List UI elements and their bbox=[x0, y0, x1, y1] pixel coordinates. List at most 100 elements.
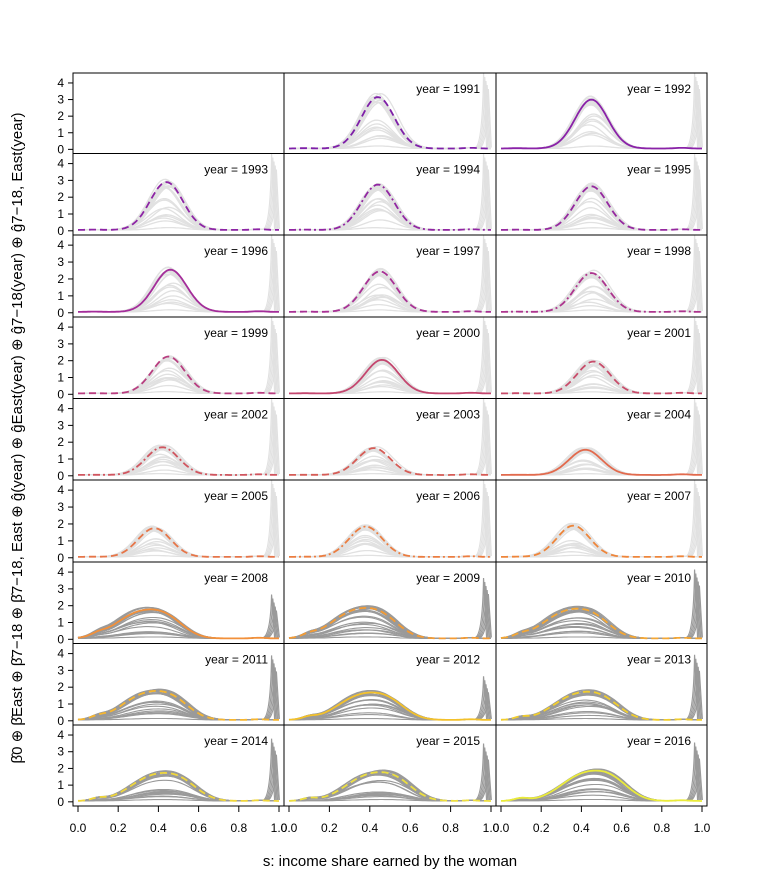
edge-spike bbox=[476, 76, 489, 149]
y-tick-label: 3 bbox=[57, 93, 64, 107]
y-axis-title: β̂0 ⊕ β̂East ⊕ β̂7−18 ⊕ β̂7−18, East ⊕ ĝ… bbox=[9, 112, 26, 763]
edge-spike bbox=[475, 676, 488, 720]
bootstrap-curve bbox=[500, 771, 702, 802]
panel-label: year = 1999 bbox=[204, 326, 268, 340]
x-tick-label: 0.0 bbox=[70, 821, 87, 835]
estimate-curve-2007 bbox=[501, 524, 702, 558]
bootstrap-curve bbox=[501, 197, 702, 231]
edge-spike bbox=[687, 746, 700, 801]
y-tick-label: 1 bbox=[57, 452, 64, 466]
edge-spike bbox=[689, 754, 702, 801]
edge-spike bbox=[688, 750, 701, 801]
edge-spike bbox=[263, 655, 276, 720]
edge-spike bbox=[268, 610, 280, 639]
edge-spike bbox=[478, 84, 491, 149]
y-tick-label: 1 bbox=[57, 534, 64, 548]
edge-spike bbox=[689, 491, 702, 557]
edge-spike bbox=[690, 88, 703, 149]
estimate-curve-1996 bbox=[78, 268, 279, 313]
y-tick-label: 3 bbox=[57, 582, 64, 596]
x-tick-label: 0.8 bbox=[230, 821, 247, 835]
panel-label: year = 2015 bbox=[416, 734, 480, 748]
edge-spike bbox=[687, 658, 700, 720]
y-tick-label: 4 bbox=[57, 647, 64, 661]
edge-spike bbox=[476, 238, 489, 312]
panel-label: year = 2000 bbox=[416, 326, 480, 340]
edge-spike bbox=[264, 157, 277, 230]
bootstrap-curve bbox=[78, 359, 279, 395]
edge-spike bbox=[686, 742, 699, 801]
panel-label: year = 1997 bbox=[416, 244, 480, 258]
bootstrap-curve bbox=[78, 284, 279, 313]
panel-label: year = 2014 bbox=[204, 734, 268, 748]
bootstrap-curve bbox=[289, 208, 491, 231]
bootstrap-curve bbox=[501, 95, 702, 150]
edge-spike bbox=[477, 684, 490, 720]
edge-spike bbox=[266, 165, 279, 230]
panel-label: year = 2003 bbox=[416, 408, 480, 422]
panel-2011: year = 2011 bbox=[72, 643, 285, 726]
y-tick-label: 1 bbox=[57, 697, 64, 711]
panel-2013: year = 2013 bbox=[495, 643, 708, 726]
panel-2015: year = 2015 bbox=[283, 724, 497, 807]
panel-label: year = 2002 bbox=[204, 408, 268, 422]
edge-spike bbox=[690, 495, 703, 557]
bootstrap-curve bbox=[500, 773, 702, 802]
panel-label: year = 1992 bbox=[627, 82, 691, 96]
y-tick-label: 3 bbox=[57, 745, 64, 759]
edge-spike bbox=[264, 320, 277, 394]
estimate-curve-2004 bbox=[501, 448, 702, 476]
edge-spike bbox=[265, 746, 278, 801]
edge-spike bbox=[477, 324, 490, 394]
panel-label: year = 2009 bbox=[416, 571, 480, 585]
bootstrap-curve bbox=[501, 115, 702, 150]
panel-2007: year = 2007 bbox=[495, 479, 708, 563]
y-tick-label: 0 bbox=[57, 551, 64, 565]
y-tick-label: 4 bbox=[57, 565, 64, 579]
edge-spike bbox=[266, 410, 279, 475]
edge-spike bbox=[688, 577, 701, 639]
y-tick-label: 0 bbox=[57, 142, 64, 156]
y-tick-label: 0 bbox=[57, 224, 64, 238]
y-tick-label: 0 bbox=[57, 632, 64, 646]
bootstrap-curve bbox=[501, 285, 702, 313]
edge-spike bbox=[478, 328, 491, 394]
y-tick-label: 4 bbox=[57, 157, 64, 171]
estimate-curve-1997 bbox=[289, 270, 491, 313]
panel-2002: year = 2002 bbox=[72, 398, 285, 481]
estimate-curve-2016 bbox=[501, 769, 702, 802]
bootstrap-curve bbox=[288, 629, 491, 639]
edge-spike bbox=[688, 487, 701, 557]
edge-spike bbox=[478, 491, 491, 557]
estimate-curve-2001 bbox=[501, 360, 702, 395]
bootstrap-curve bbox=[78, 359, 279, 395]
edge-spike bbox=[475, 578, 488, 639]
panel-2005: year = 2005 bbox=[72, 479, 285, 563]
edge-spike bbox=[689, 581, 702, 639]
edge-spike bbox=[478, 165, 491, 230]
bootstrap-curve bbox=[78, 359, 279, 395]
estimate-curve-2015 bbox=[288, 771, 491, 802]
panel-2004: year = 2004 bbox=[495, 398, 708, 481]
edge-spike bbox=[477, 406, 490, 475]
axes-layer: 0123401234012340123401234012340123401234… bbox=[57, 76, 710, 835]
y-tick-label: 4 bbox=[57, 728, 64, 742]
bootstrap-curve bbox=[289, 201, 491, 231]
panel-1991: year = 1991 bbox=[283, 72, 497, 154]
edge-spike bbox=[263, 738, 276, 801]
y-tick-label: 2 bbox=[57, 761, 64, 775]
edge-spike bbox=[690, 670, 703, 720]
edge-spike bbox=[479, 495, 492, 557]
panel-label: year = 2010 bbox=[627, 571, 691, 585]
panel-label: year = 2006 bbox=[416, 489, 480, 503]
bootstrap-curve bbox=[78, 359, 279, 395]
bootstrap-curve bbox=[500, 771, 702, 802]
edge-spike bbox=[688, 161, 701, 230]
estimate-curve-2014 bbox=[78, 772, 279, 802]
bootstrap-curve bbox=[289, 208, 491, 231]
edge-spike bbox=[479, 759, 492, 801]
x-tick-label: 0.4 bbox=[573, 821, 590, 835]
edge-spike bbox=[476, 483, 489, 557]
edge-spike bbox=[690, 414, 703, 475]
edge-spike bbox=[266, 328, 279, 394]
